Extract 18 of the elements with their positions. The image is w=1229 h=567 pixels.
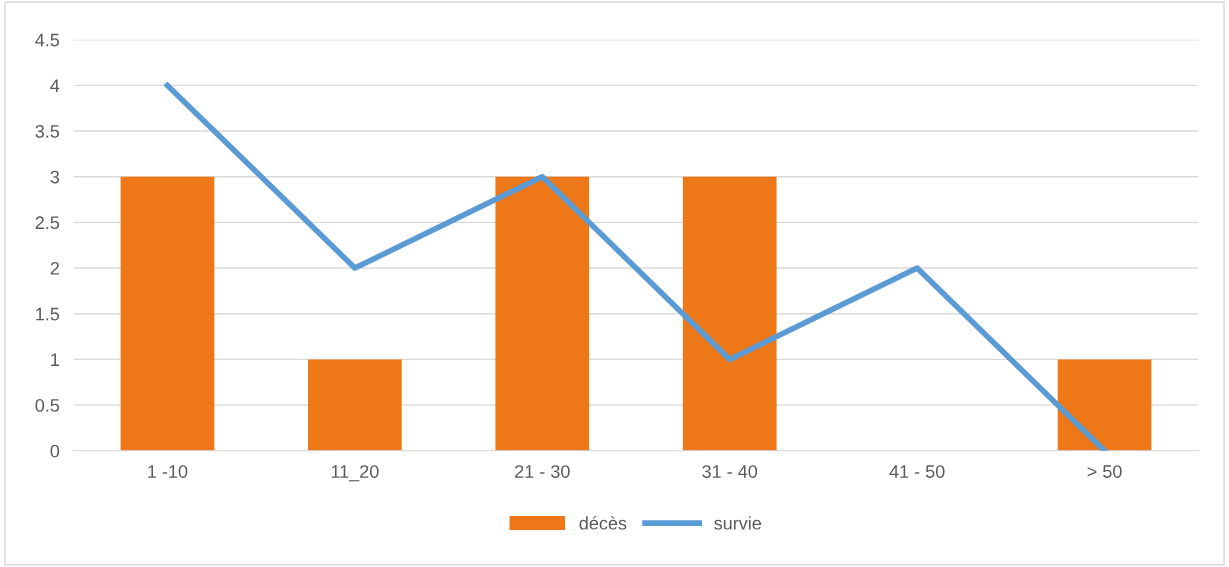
y-tick-label: 3.5 — [35, 124, 60, 138]
y-tick-label: 1.5 — [36, 307, 60, 321]
y-tick-label: 1 — [51, 353, 59, 366]
legend-label: décès — [579, 516, 627, 530]
x-tick-label: > 50 — [1087, 465, 1122, 478]
x-tick-label: 11_20 — [331, 465, 379, 482]
x-tick-label: 1 -10 — [148, 465, 188, 478]
y-tick-label: 4.5 — [35, 33, 60, 47]
x-tick-label: 31 - 40 — [702, 465, 758, 478]
y-tick-label: 2 — [50, 262, 59, 275]
legend-label: survie — [714, 516, 762, 530]
y-tick-label: 2.5 — [35, 216, 60, 230]
y-tick-label: 0 — [50, 444, 60, 458]
y-tick-label: 0.5 — [35, 399, 60, 412]
x-tick-label: 41 - 50 — [889, 465, 945, 478]
y-tick-label: 4 — [50, 79, 60, 92]
y-tick-label: 3 — [50, 170, 60, 184]
x-tick-label: 21 - 30 — [515, 465, 570, 478]
